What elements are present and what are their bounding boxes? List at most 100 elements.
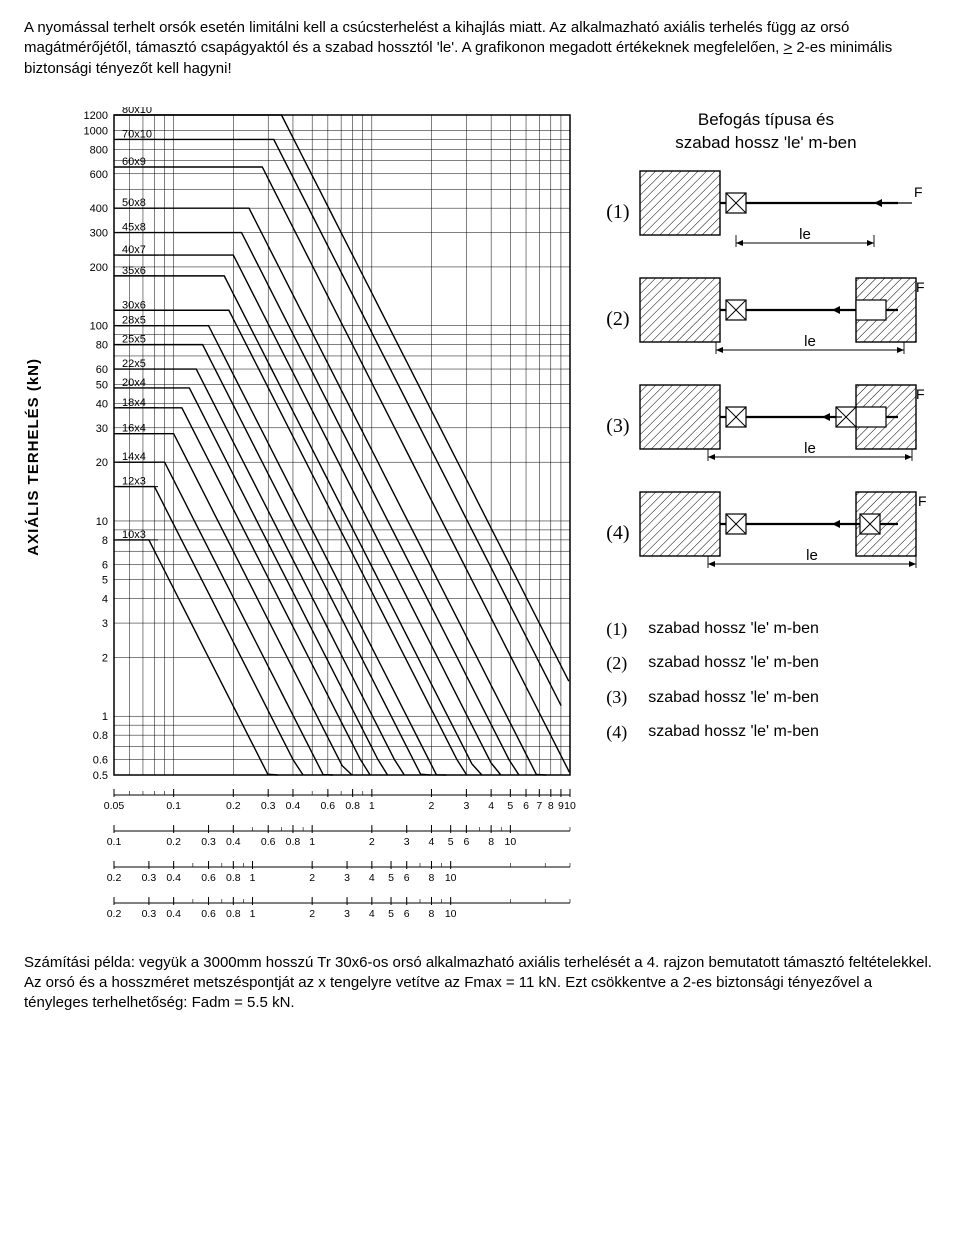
intro-paragraph: A nyomással terhelt orsók esetén limitál… <box>24 18 936 79</box>
svg-text:0.1: 0.1 <box>107 836 122 848</box>
svg-text:3: 3 <box>464 800 470 812</box>
legend-number: (3) <box>606 685 634 709</box>
svg-text:0.8: 0.8 <box>226 908 241 920</box>
svg-text:le: le <box>804 440 816 457</box>
svg-text:4: 4 <box>488 800 494 812</box>
svg-text:0.5: 0.5 <box>93 770 108 782</box>
support-number: (3) <box>606 413 629 440</box>
svg-text:30: 30 <box>96 423 108 435</box>
svg-text:0.6: 0.6 <box>201 872 216 884</box>
y-axis-label: AXIÁLIS TERHELÉS (kN) <box>24 358 44 556</box>
svg-text:0.4: 0.4 <box>167 908 182 920</box>
intro-underline: > <box>784 39 793 56</box>
legend-block: (1) szabad hossz 'le' m-ben (2) szabad hoss… <box>606 617 925 754</box>
svg-text:0.8: 0.8 <box>286 836 301 848</box>
svg-text:45x8: 45x8 <box>122 221 146 233</box>
svg-text:1: 1 <box>102 711 108 723</box>
svg-text:600: 600 <box>90 169 108 181</box>
svg-text:25x5: 25x5 <box>122 333 146 345</box>
svg-text:12x3: 12x3 <box>122 475 146 487</box>
svg-text:40x7: 40x7 <box>122 244 146 256</box>
svg-text:0.2: 0.2 <box>107 872 122 884</box>
intro-part-a: A nyomással terhelt orsók esetén limitál… <box>24 19 849 56</box>
svg-text:8: 8 <box>429 872 435 884</box>
svg-text:4: 4 <box>102 593 108 605</box>
svg-text:10: 10 <box>96 516 108 528</box>
svg-text:9: 9 <box>558 800 564 812</box>
svg-text:1200: 1200 <box>84 110 108 122</box>
svg-text:7: 7 <box>537 800 543 812</box>
svg-text:2: 2 <box>369 836 375 848</box>
legend-number: (2) <box>606 651 634 675</box>
support-row-3: (3) Fle <box>606 379 925 474</box>
legend-row-3: (3)szabad hossz 'le' m-ben <box>606 685 925 709</box>
svg-text:4: 4 <box>369 872 375 884</box>
support-row-4: (4) Fle <box>606 486 925 581</box>
svg-text:35x6: 35x6 <box>122 265 146 277</box>
svg-text:2: 2 <box>429 800 435 812</box>
svg-text:1: 1 <box>310 836 316 848</box>
svg-text:le: le <box>806 547 818 564</box>
legend-text: szabad hossz 'le' m-ben <box>648 652 819 674</box>
legend-text: szabad hossz 'le' m-ben <box>648 618 819 640</box>
svg-text:5: 5 <box>102 574 108 586</box>
svg-text:5: 5 <box>508 800 514 812</box>
legend-text: szabad hossz 'le' m-ben <box>648 721 819 743</box>
support-diagram-1: Fle <box>636 165 926 260</box>
legend-number: (4) <box>606 720 634 744</box>
support-title: Befogás típusa és szabad hossz 'le' m-be… <box>606 109 925 155</box>
svg-text:6: 6 <box>523 800 529 812</box>
svg-text:0.6: 0.6 <box>261 836 276 848</box>
svg-text:5: 5 <box>448 836 454 848</box>
svg-text:1000: 1000 <box>84 125 108 137</box>
svg-text:0.4: 0.4 <box>286 800 301 812</box>
svg-text:0.3: 0.3 <box>201 836 216 848</box>
chart-column: 1200100080060040030020010080605040302010… <box>52 107 592 927</box>
svg-text:0.8: 0.8 <box>346 800 361 812</box>
svg-text:8: 8 <box>429 908 435 920</box>
svg-text:3: 3 <box>102 618 108 630</box>
figure-area: AXIÁLIS TERHELÉS (kN) 120010008006004003… <box>24 107 936 927</box>
svg-text:5: 5 <box>388 908 394 920</box>
svg-text:0.2: 0.2 <box>107 908 122 920</box>
svg-text:30x6: 30x6 <box>122 299 146 311</box>
svg-text:0.6: 0.6 <box>321 800 336 812</box>
svg-text:200: 200 <box>90 262 108 274</box>
support-column: Befogás típusa és szabad hossz 'le' m-be… <box>606 107 925 754</box>
svg-text:18x4: 18x4 <box>122 397 146 409</box>
svg-text:5: 5 <box>388 872 394 884</box>
svg-text:le: le <box>799 226 811 243</box>
svg-text:6: 6 <box>102 559 108 571</box>
legend-row-2: (2) szabad hossz 'le' m-ben <box>606 651 925 675</box>
buckling-chart: 1200100080060040030020010080605040302010… <box>52 107 592 927</box>
svg-text:2: 2 <box>310 872 316 884</box>
svg-text:0.6: 0.6 <box>93 754 108 766</box>
svg-text:F: F <box>914 184 923 200</box>
svg-text:14x4: 14x4 <box>122 451 146 463</box>
svg-text:400: 400 <box>90 203 108 215</box>
svg-text:F: F <box>916 386 925 402</box>
svg-text:8: 8 <box>488 836 494 848</box>
svg-text:50x8: 50x8 <box>122 197 146 209</box>
svg-text:10: 10 <box>564 800 576 812</box>
svg-text:4: 4 <box>429 836 435 848</box>
svg-text:F: F <box>916 279 925 295</box>
svg-text:le: le <box>804 333 816 350</box>
svg-text:60x9: 60x9 <box>122 156 146 168</box>
svg-text:70x10: 70x10 <box>122 128 152 140</box>
support-row-1: (1)Fle <box>606 165 925 260</box>
support-number: (4) <box>606 520 629 547</box>
support-title-l1: Befogás típusa és <box>698 110 834 129</box>
svg-text:16x4: 16x4 <box>122 422 146 434</box>
svg-text:20: 20 <box>96 457 108 469</box>
support-number: (2) <box>606 306 629 333</box>
legend-number: (1) <box>606 617 634 641</box>
svg-text:8: 8 <box>102 535 108 547</box>
svg-text:0.2: 0.2 <box>226 800 241 812</box>
svg-text:10: 10 <box>445 872 457 884</box>
svg-text:28x5: 28x5 <box>122 314 146 326</box>
svg-text:F: F <box>918 493 926 509</box>
legend-row-4: (4) szabad hossz 'le' m-ben <box>606 720 925 744</box>
support-title-l2: szabad hossz 'le' m-ben <box>675 133 856 152</box>
svg-text:1: 1 <box>250 908 256 920</box>
